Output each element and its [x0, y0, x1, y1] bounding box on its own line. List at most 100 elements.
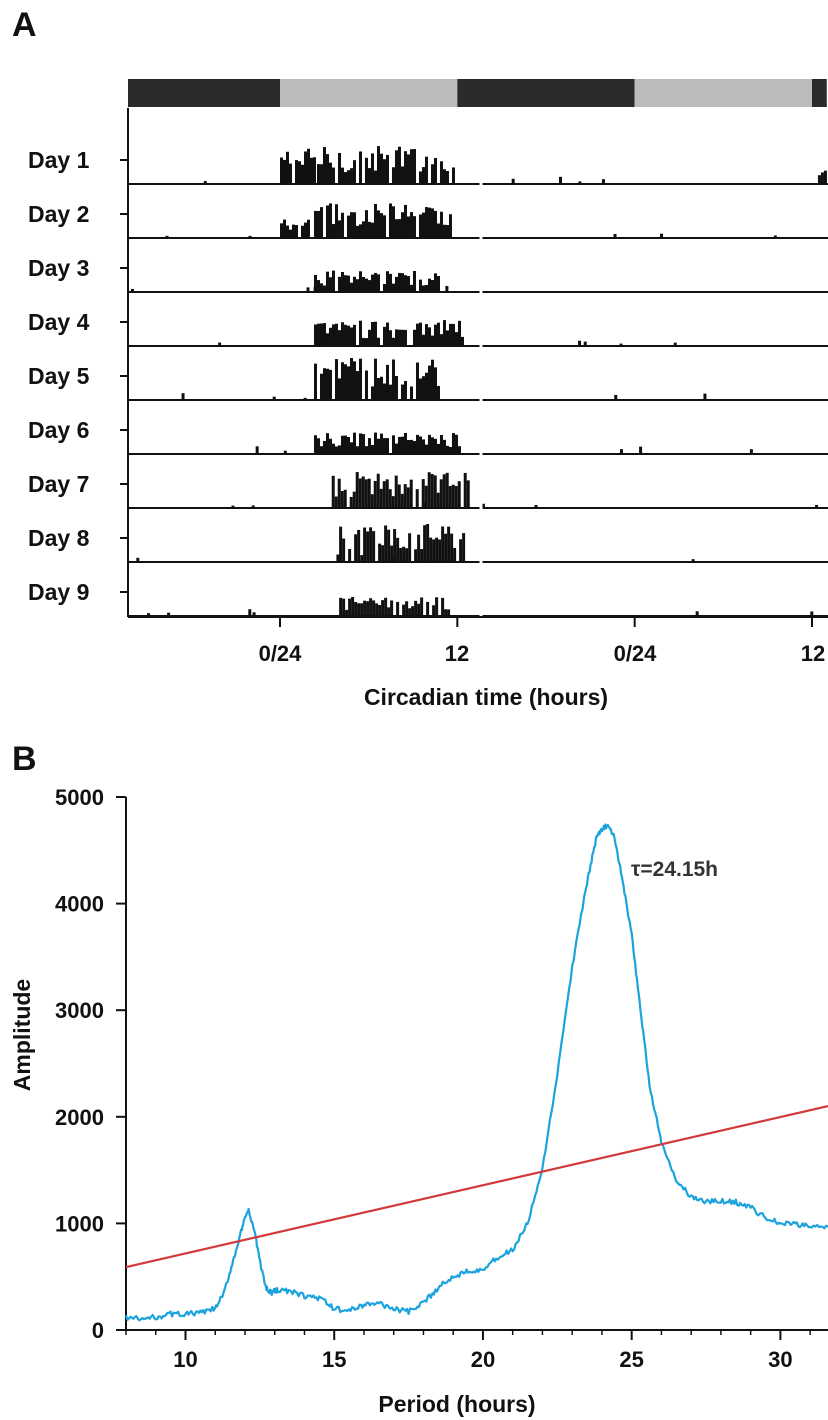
activity-bar: [340, 167, 344, 184]
activity-bar: [337, 378, 341, 400]
activity-bar: [319, 207, 323, 238]
activity-bar: [328, 203, 332, 238]
activity-bar: [417, 534, 421, 562]
actogram-x-axis-title: Circadian time (hours): [364, 684, 608, 710]
activity-bar: [412, 216, 416, 238]
activity-bar: [426, 523, 430, 562]
activity-bar: [367, 221, 371, 238]
day-label: Day 2: [28, 201, 89, 227]
activity-bar: [433, 324, 437, 346]
activity-bar: [328, 162, 332, 184]
activity-bar: [306, 287, 310, 292]
activity-bar: [376, 473, 380, 508]
activity-bar: [406, 276, 410, 292]
activity-bar: [409, 479, 413, 508]
activity-bar: [286, 151, 289, 184]
activity-bar: [354, 601, 358, 616]
periodogram-panel: B 0 1000 2000 3000 4000 5000 10 15 20 25 30 τ=24.…: [9, 740, 828, 1417]
activity-bar: [691, 559, 695, 562]
activity-bar: [403, 380, 407, 400]
activity-bar: [394, 475, 398, 508]
activity-bar: [313, 157, 316, 184]
activity-bar: [402, 546, 406, 562]
activity-bar: [422, 502, 426, 508]
activity-bar: [319, 373, 323, 400]
activity-bar: [403, 329, 407, 346]
activity-bar: [402, 604, 406, 616]
activity-bar: [448, 214, 452, 238]
activity-bar: [165, 235, 169, 238]
activity-bar: [355, 279, 359, 292]
activity-bar: [313, 210, 317, 238]
activity-bar: [418, 214, 422, 238]
activity-bar: [376, 210, 380, 238]
activity-bar: [409, 284, 413, 292]
activity-bar: [424, 372, 428, 400]
activity-bar: [349, 442, 353, 454]
activity-bar: [331, 224, 335, 238]
activity-bar: [337, 445, 341, 454]
activity-bar: [292, 224, 295, 238]
light-dark-segment: [457, 79, 635, 107]
activity-bar: [400, 329, 404, 346]
activity-bar: [388, 273, 392, 292]
activity-bar: [385, 322, 389, 346]
activity-bar: [420, 549, 424, 562]
activity-bar: [432, 539, 436, 562]
activity-bar: [400, 273, 404, 292]
activity-bar: [355, 371, 359, 400]
activity-bar: [403, 151, 407, 184]
activity-bar: [749, 449, 753, 454]
activity-bar: [280, 157, 283, 184]
activity-bar: [379, 213, 383, 238]
activity-bar: [430, 359, 434, 400]
activity-bar: [405, 548, 409, 562]
activity-bar: [430, 208, 434, 238]
activity-bar: [534, 504, 538, 508]
activity-bar: [391, 206, 395, 238]
activity-bar: [403, 275, 407, 292]
activity-bar: [336, 554, 340, 562]
day-label: Day 9: [28, 579, 89, 605]
significance-threshold-line: [125, 1105, 828, 1269]
activity-bar: [328, 438, 332, 454]
activity-bar: [433, 367, 437, 400]
activity-bar: [424, 324, 428, 346]
activity-bar: [342, 538, 346, 562]
activity-bar: [481, 503, 485, 508]
activity-bar: [370, 444, 374, 454]
activity-bar: [703, 393, 707, 400]
activity-bar: [358, 271, 362, 292]
activity-bar: [364, 157, 368, 184]
activity-bar: [439, 334, 443, 346]
activity-bar: [295, 160, 298, 184]
activity-bar: [397, 329, 401, 346]
activity-bar: [408, 608, 412, 616]
activity-bar: [433, 475, 437, 508]
activity-bar: [397, 484, 401, 508]
activity-bar: [373, 481, 377, 508]
activity-bar: [409, 386, 413, 400]
activity-bar: [313, 363, 317, 400]
light-dark-segment: [128, 79, 280, 107]
activity-bar: [364, 446, 368, 454]
activity-bar: [388, 489, 392, 508]
activity-bar: [415, 489, 419, 508]
activity-bar: [355, 472, 359, 508]
activity-bar: [378, 543, 382, 562]
periodogram-y-tick-label: 4000: [55, 892, 104, 917]
activity-bar: [424, 485, 428, 508]
activity-bar: [439, 161, 443, 184]
actogram-rows: Day 1 Day 2 Day 3 Day 4 Day 5 Day 6 Day 7 Day 8…: [28, 108, 828, 617]
activity-bar: [339, 597, 343, 616]
activity-bar: [421, 439, 425, 454]
activity-bar: [382, 383, 386, 400]
activity-bar: [823, 170, 827, 184]
activity-bar: [358, 433, 362, 454]
activity-bar: [430, 280, 434, 292]
activity-bar: [322, 323, 326, 346]
activity-bar: [421, 479, 425, 508]
periodogram-y-tick-label: 3000: [55, 998, 104, 1023]
activity-bar: [424, 284, 428, 292]
actogram-tick-label: 0/24: [259, 641, 303, 666]
